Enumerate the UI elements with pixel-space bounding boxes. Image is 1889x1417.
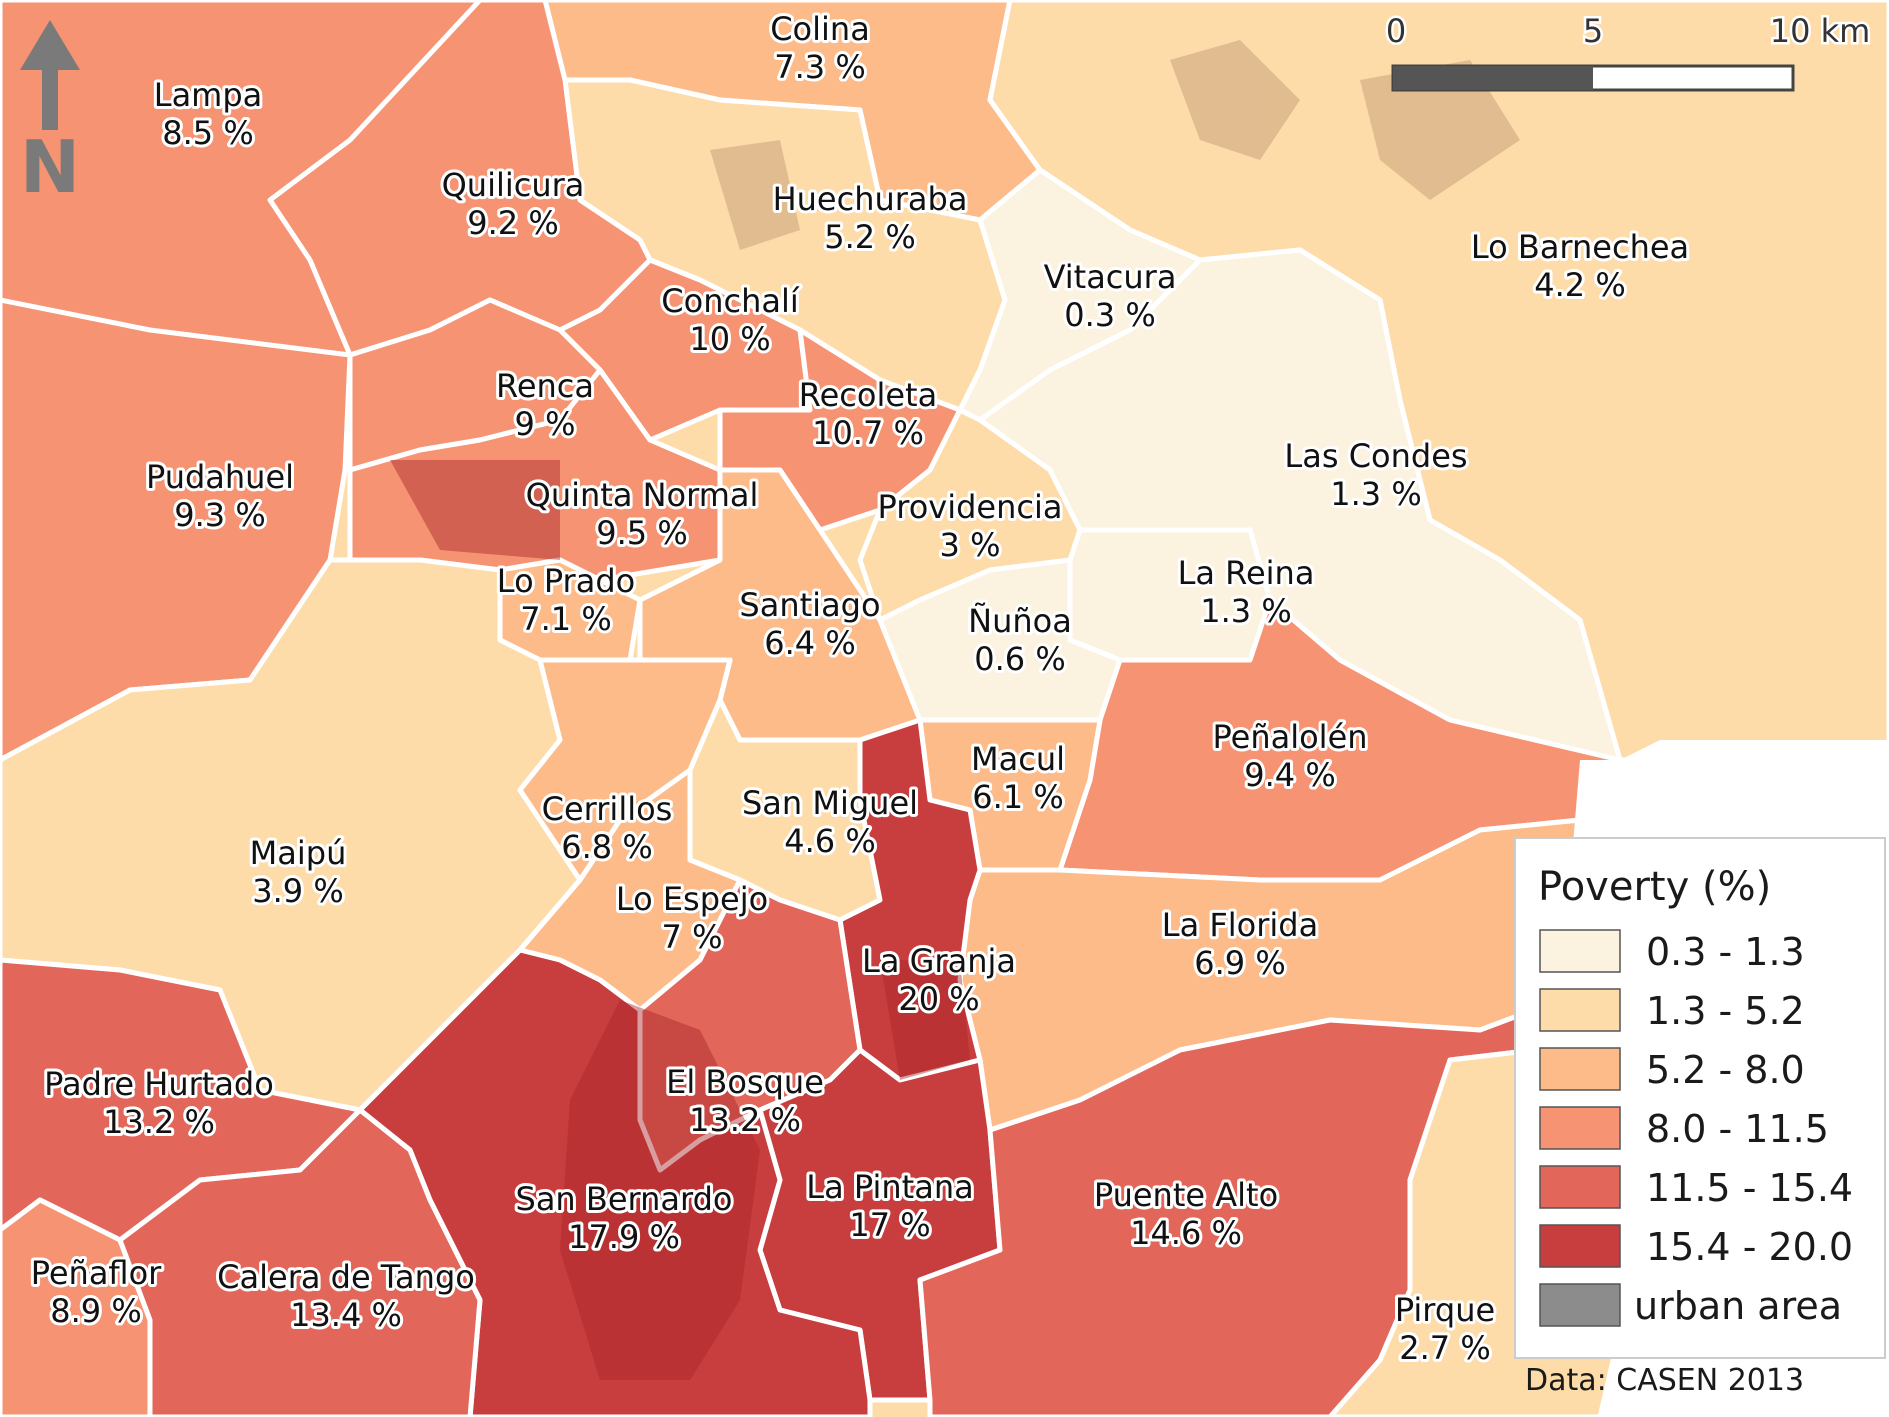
legend-label-6: urban area — [1634, 1284, 1842, 1328]
label-name-cerrillos: Cerrillos — [542, 790, 673, 828]
label-poverty-macul: 6.1 % — [972, 778, 1063, 816]
label-poverty-quinta-normal: 9.5 % — [596, 514, 687, 552]
label-name-conchali: Conchalí — [661, 282, 800, 320]
legend-swatch-4 — [1539, 1165, 1621, 1209]
legend-swatch-2 — [1539, 1047, 1621, 1091]
legend-swatch-6 — [1539, 1283, 1621, 1327]
label-name-providencia: Providencia — [878, 488, 1063, 526]
label-poverty-cerrillos: 6.8 % — [561, 828, 652, 866]
label-poverty-maipu: 3.9 % — [252, 872, 343, 910]
label-poverty-quilicura: 9.2 % — [467, 204, 558, 242]
region-calera-de-tango[interactable] — [117, 1107, 483, 1417]
legend-swatch-0 — [1539, 929, 1621, 973]
legend-title: Poverty (%) — [1538, 864, 1771, 910]
label-poverty-pirque: 2.7 % — [1399, 1329, 1490, 1367]
label-name-quilicura: Quilicura — [442, 166, 585, 204]
label-name-san-bernardo: San Bernardo — [516, 1180, 733, 1218]
label-name-santiago: Santiago — [739, 586, 880, 624]
label-poverty-la-florida: 6.9 % — [1194, 944, 1285, 982]
label-poverty-padre-hurtado: 13.2 % — [103, 1103, 215, 1141]
label-poverty-lo-barnechea: 4.2 % — [1534, 266, 1625, 304]
label-name-lampa: Lampa — [154, 76, 263, 114]
label-poverty-penalolen: 9.4 % — [1244, 756, 1335, 794]
label-poverty-lo-espejo: 7 % — [662, 918, 723, 956]
legend-swatch-5 — [1539, 1224, 1621, 1268]
label-name-recoleta: Recoleta — [799, 376, 937, 414]
label-poverty-providencia: 3 % — [940, 526, 1001, 564]
label-poverty-vitacura: 0.3 % — [1064, 296, 1155, 334]
legend: Poverty (%) 0.3 - 1.3 1.3 - 5.2 5.2 - 8.0 8… — [1514, 837, 1886, 1359]
label-poverty-penaflor: 8.9 % — [50, 1292, 141, 1330]
label-name-lo-prado: Lo Prado — [497, 562, 635, 600]
legend-label-5: 15.4 - 20.0 — [1646, 1225, 1853, 1269]
label-poverty-conchali: 10 % — [689, 320, 770, 358]
region-conchali[interactable] — [557, 257, 813, 443]
label-poverty-recoleta: 10.7 % — [812, 414, 924, 452]
legend-label-4: 11.5 - 15.4 — [1646, 1166, 1853, 1210]
label-poverty-lo-prado: 7.1 % — [520, 600, 611, 638]
legend-swatch-1 — [1539, 988, 1621, 1032]
legend-swatch-3 — [1539, 1106, 1621, 1150]
label-name-san-miguel: San Miguel — [742, 784, 918, 822]
label-name-padre-hurtado: Padre Hurtado — [44, 1065, 274, 1103]
label-name-pirque: Pirque — [1395, 1291, 1495, 1329]
label-name-vitacura: Vitacura — [1044, 258, 1177, 296]
data-credit: Data: CASEN 2013 — [1525, 1363, 1804, 1398]
scale-tick-5: 5 — [1583, 12, 1603, 50]
legend-label-1: 1.3 - 5.2 — [1646, 989, 1805, 1033]
label-poverty-san-miguel: 4.6 % — [784, 822, 875, 860]
label-poverty-huechuraba: 5.2 % — [824, 218, 915, 256]
label-poverty-colina: 7.3 % — [774, 48, 865, 86]
label-name-lo-barnechea: Lo Barnechea — [1471, 228, 1689, 266]
label-name-renca: Renca — [496, 367, 594, 405]
label-name-la-pintana: La Pintana — [806, 1168, 973, 1206]
label-name-la-reina: La Reina — [1178, 554, 1315, 592]
legend-label-3: 8.0 - 11.5 — [1646, 1107, 1829, 1151]
label-name-puente-alto: Puente Alto — [1094, 1176, 1278, 1214]
legend-label-0: 0.3 - 1.3 — [1646, 930, 1805, 974]
label-poverty-calera-de-tango: 13.4 % — [290, 1296, 402, 1334]
label-name-penalolen: Peñalolén — [1212, 718, 1367, 756]
label-name-colina: Colina — [770, 10, 870, 48]
label-name-macul: Macul — [971, 740, 1065, 778]
label-poverty-santiago: 6.4 % — [764, 624, 855, 662]
label-name-huechuraba: Huechuraba — [773, 180, 968, 218]
legend-items: 0.3 - 1.3 1.3 - 5.2 5.2 - 8.0 8.0 - 11.5 11.… — [1539, 929, 1853, 1328]
label-name-calera-de-tango: Calera de Tango — [217, 1258, 475, 1296]
label-name-nunoa: Ñuñoa — [968, 602, 1072, 640]
label-name-la-florida: La Florida — [1162, 906, 1318, 944]
urban-area-overlay-red — [390, 460, 970, 1380]
label-poverty-renca: 9 % — [515, 405, 576, 443]
label-name-maipu: Maipú — [250, 834, 347, 872]
label-name-penaflor: Peñaflor — [31, 1254, 162, 1292]
label-poverty-san-bernardo: 17.9 % — [568, 1218, 680, 1256]
north-letter: N — [20, 125, 80, 209]
label-name-pudahuel: Pudahuel — [146, 458, 294, 496]
label-poverty-la-pintana: 17 % — [849, 1206, 930, 1244]
label-poverty-pudahuel: 9.3 % — [174, 496, 265, 534]
north-arrow-icon: N — [20, 20, 80, 209]
label-poverty-el-bosque: 13.2 % — [689, 1101, 801, 1139]
label-poverty-las-condes: 1.3 % — [1330, 475, 1421, 513]
label-name-lo-espejo: Lo Espejo — [616, 880, 768, 918]
label-name-quinta-normal: Quinta Normal — [526, 476, 759, 514]
legend-label-2: 5.2 - 8.0 — [1646, 1048, 1805, 1092]
legend-box — [1514, 837, 1886, 1359]
urban-area-overlay — [710, 40, 1520, 250]
label-poverty-puente-alto: 14.6 % — [1130, 1214, 1242, 1252]
scale-tick-10: 10 km — [1770, 12, 1871, 50]
label-name-las-condes: Las Condes — [1284, 437, 1467, 475]
label-poverty-la-granja: 20 % — [898, 980, 979, 1018]
label-poverty-la-reina: 1.3 % — [1200, 592, 1291, 630]
label-poverty-nunoa: 0.6 % — [974, 640, 1065, 678]
label-name-la-granja: La Granja — [862, 942, 1016, 980]
label-poverty-lampa: 8.5 % — [162, 114, 253, 152]
scale-bar: 0 5 10 km — [1383, 10, 1873, 92]
label-name-el-bosque: El Bosque — [666, 1063, 824, 1101]
scale-tick-0: 0 — [1386, 12, 1406, 50]
